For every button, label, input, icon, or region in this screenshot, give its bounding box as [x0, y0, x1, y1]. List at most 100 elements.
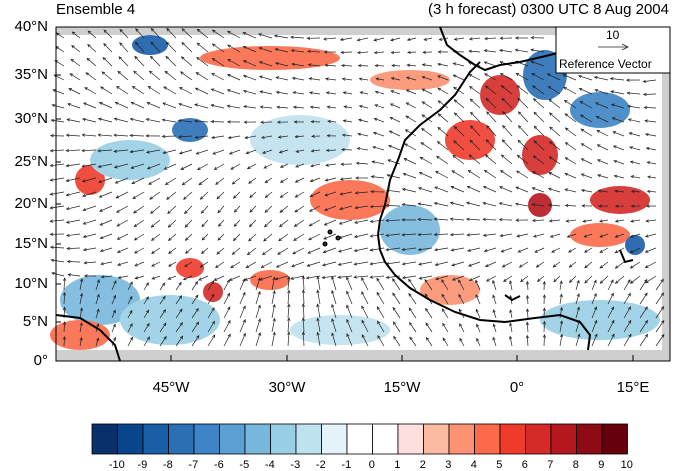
wind-vector [159, 309, 166, 319]
wind-vector [274, 35, 289, 39]
wind-vector-head [260, 120, 264, 124]
wind-vector-head [324, 193, 329, 197]
wind-vector [418, 247, 433, 251]
wind-vector [483, 186, 497, 193]
wind-vector-head [564, 113, 569, 117]
wind-vector [249, 205, 257, 213]
y-tick-label: 10°N [14, 275, 48, 292]
wind-vector-head [184, 250, 189, 254]
wind-vector-head [292, 251, 296, 255]
wind-vector-head [389, 103, 394, 107]
wind-vector-head [532, 234, 537, 238]
wind-vector-head [342, 91, 347, 95]
wind-vector-head [134, 263, 138, 267]
wind-vector [639, 334, 648, 347]
wind-vector [66, 149, 81, 152]
wind-vector [200, 261, 209, 268]
wind-vector [168, 261, 177, 267]
wind-vector-head [184, 263, 188, 267]
wind-vector [263, 233, 273, 242]
wind-vector [441, 294, 449, 305]
wind-vector [95, 309, 100, 319]
wind-vector [607, 279, 614, 291]
wind-vector-head [568, 264, 573, 268]
wind-vector-head [611, 319, 615, 324]
wind-vector-head [66, 118, 71, 122]
wind-vector-head [166, 196, 170, 200]
wind-vector [302, 317, 305, 333]
wind-vector-head [258, 61, 263, 65]
wind-vector [63, 292, 66, 305]
wind-vector-head [211, 320, 215, 325]
wind-vector-head [129, 295, 133, 300]
wind-vector [492, 337, 497, 347]
wind-vector [575, 293, 580, 305]
wind-vector [278, 233, 289, 242]
wind-vector [293, 106, 305, 109]
wind-vector [201, 247, 209, 254]
wind-vector-head [69, 73, 74, 77]
wind-vector-head [354, 191, 359, 195]
wind-vector-head [217, 209, 221, 214]
wind-vector [259, 47, 273, 53]
wind-vector-head [433, 232, 438, 237]
wind-vector-head [434, 186, 438, 190]
wind-vector-head [417, 217, 421, 222]
wind-vector-head [437, 50, 442, 54]
wind-vector [66, 191, 81, 196]
wind-vector-head [609, 77, 614, 81]
wind-vector [435, 171, 449, 179]
wind-vector-head [532, 155, 537, 159]
wind-vector-head [451, 277, 456, 281]
wind-vector [470, 98, 481, 109]
wind-vector [211, 135, 225, 139]
wind-vector [469, 275, 481, 281]
wind-vector-head [113, 165, 118, 169]
wind-vector [323, 233, 337, 240]
wind-vector-head [409, 336, 413, 341]
wind-vector [630, 233, 641, 238]
wind-vector-head [532, 218, 536, 223]
wind-vector-head [563, 86, 567, 90]
wind-vector-head [99, 249, 104, 253]
wind-vector [212, 149, 225, 155]
wind-vector-head [51, 103, 56, 107]
wind-vector-head [276, 120, 281, 124]
wind-vector [117, 261, 129, 266]
wind-vector-head [515, 186, 520, 190]
wind-vector [552, 261, 561, 268]
wind-vector [582, 219, 593, 222]
wind-vector [553, 275, 561, 282]
wind-vector [69, 73, 81, 81]
wind-vector [175, 336, 183, 347]
wind-vector-head [116, 236, 121, 240]
wind-vector-head [614, 250, 619, 254]
wind-vector-head [501, 97, 506, 102]
wind-vector [100, 233, 113, 239]
wind-vector [146, 149, 161, 153]
wind-vector-head [492, 294, 496, 299]
wind-vector-head [475, 294, 479, 298]
wind-vector-head [499, 72, 504, 77]
wind-vector-head [244, 135, 249, 140]
wind-vector-head [97, 117, 102, 121]
wind-vector-head [517, 249, 522, 253]
wind-vector [549, 156, 561, 165]
wind-vector [357, 133, 369, 137]
wind-vector [165, 177, 177, 185]
wind-vector-head [306, 263, 311, 267]
wind-vector-head [645, 204, 650, 208]
wind-vector-head [290, 48, 295, 53]
wind-vector [119, 42, 129, 53]
wind-vector-head [433, 217, 438, 221]
wind-vector [611, 104, 625, 109]
wind-vector [290, 275, 305, 280]
wind-vector [66, 219, 81, 223]
wind-vector-head [227, 59, 231, 63]
wind-vector [66, 134, 81, 137]
wind-vector [655, 306, 664, 319]
wind-vector [354, 275, 369, 278]
wind-vector [279, 219, 289, 227]
wind-vector-head [372, 145, 376, 150]
wind-vector [419, 172, 433, 179]
